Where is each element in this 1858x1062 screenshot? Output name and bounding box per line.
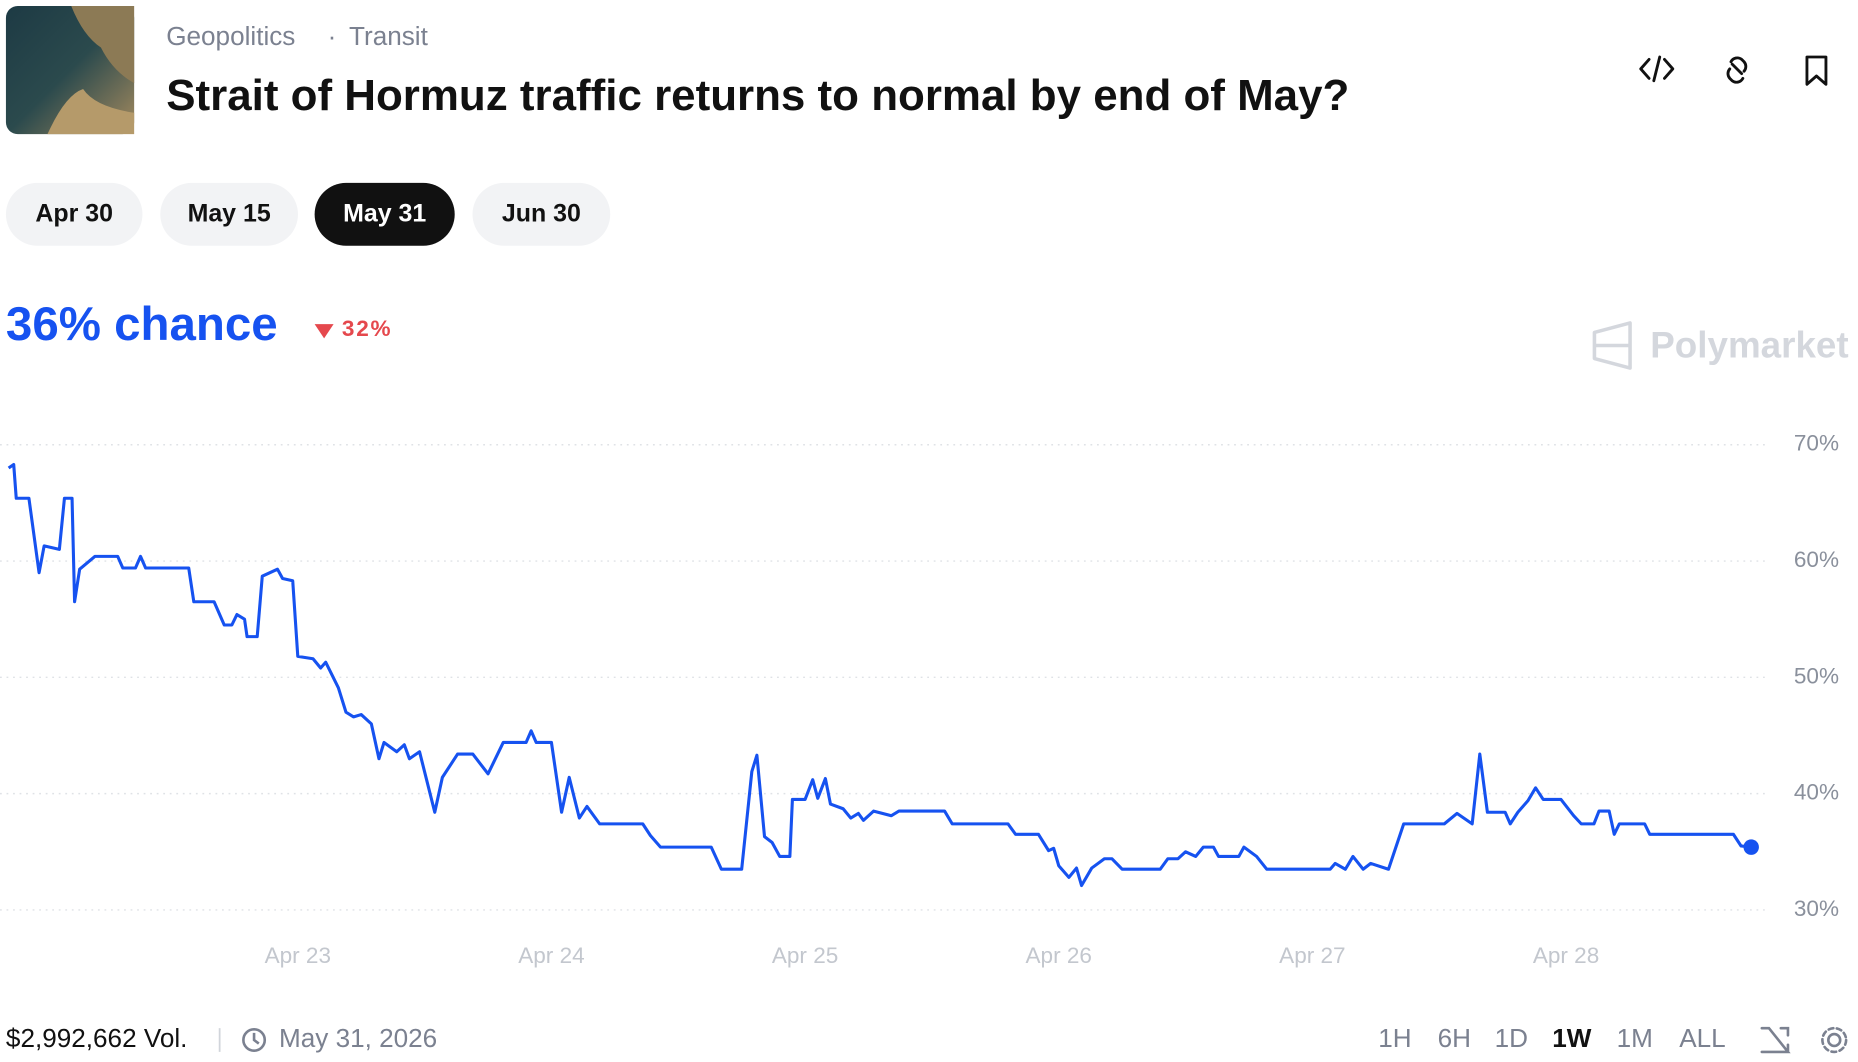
y-tick-label: 50% (1794, 663, 1839, 688)
date-tab[interactable]: May 31 (314, 182, 455, 246)
embed-icon[interactable] (1639, 55, 1675, 83)
tab-label[interactable]: Apr 30 (35, 199, 113, 227)
range-button[interactable]: ALL (1679, 1023, 1725, 1053)
tab-label[interactable]: May 15 (188, 199, 271, 227)
y-tick-label: 30% (1794, 896, 1839, 921)
range-button[interactable]: 1D (1495, 1023, 1528, 1053)
link-icon[interactable] (1726, 56, 1748, 84)
bookmark-icon[interactable] (1805, 55, 1828, 86)
x-tick-label: Apr 27 (1279, 943, 1345, 968)
footer-icons[interactable] (1760, 1026, 1848, 1054)
tab-pill[interactable] (160, 182, 298, 246)
clock-icon (242, 1028, 267, 1053)
settings-gear[interactable] (1821, 1026, 1848, 1054)
x-tick-label: Apr 28 (1533, 943, 1599, 968)
change: 32% (342, 316, 392, 341)
range-button[interactable]: 1H (1378, 1023, 1411, 1053)
separator: · (328, 21, 337, 51)
title: Strait of Hormuz traffic returns to norm… (166, 71, 1349, 120)
category: Geopolitics (166, 21, 295, 51)
y-tick-label: 40% (1794, 780, 1839, 805)
end-date: May 31, 2026 (279, 1023, 437, 1053)
watermark: Polymarket (1592, 321, 1849, 370)
tab-pill[interactable] (472, 182, 611, 246)
range-button[interactable]: 1W (1552, 1023, 1592, 1053)
tab-pill[interactable] (5, 182, 143, 246)
down-arrow (314, 324, 334, 339)
actions[interactable] (1639, 55, 1828, 86)
tab-pill[interactable] (314, 182, 455, 246)
date-tab[interactable]: Jun 30 (472, 182, 611, 246)
range-button[interactable]: 1M (1617, 1023, 1653, 1053)
y-tick-label: 60% (1794, 547, 1839, 572)
x-tick-label: Apr 26 (1026, 943, 1092, 968)
subcategory: Transit (349, 21, 429, 51)
date-tab[interactable]: Apr 30 (5, 182, 143, 246)
date-tab[interactable]: May 15 (160, 182, 298, 246)
date-tabs: Apr 30 May 15 May 31 Jun 30 (5, 182, 611, 246)
x-tick-label: Apr 23 (265, 943, 331, 968)
headline: 36% chance (6, 298, 278, 351)
shuffle-icon[interactable] (1760, 1026, 1791, 1054)
range-button[interactable]: 6H (1438, 1023, 1471, 1053)
x-tick-label: Apr 25 (772, 943, 838, 968)
thumbnail (5, 5, 135, 135)
volume: $2,992,662 Vol. (6, 1023, 187, 1053)
price-line (7, 462, 1752, 888)
range-buttons: 1H 6H 1D 1W 1M ALL (1378, 1023, 1725, 1053)
tab-label[interactable]: Jun 30 (502, 199, 581, 227)
x-tick-label: Apr 24 (518, 943, 584, 968)
y-tick-label: 70% (1794, 431, 1839, 456)
last-point (1743, 839, 1759, 855)
watermark-text: Polymarket (1650, 325, 1848, 366)
settings-icon[interactable] (1827, 1032, 1842, 1048)
plot: 30% 40% 50% 60% 70% Apr 23 Apr 24 Apr 25 Apr 26 A… (0, 431, 1839, 968)
tab-label[interactable]: May 31 (343, 199, 426, 227)
